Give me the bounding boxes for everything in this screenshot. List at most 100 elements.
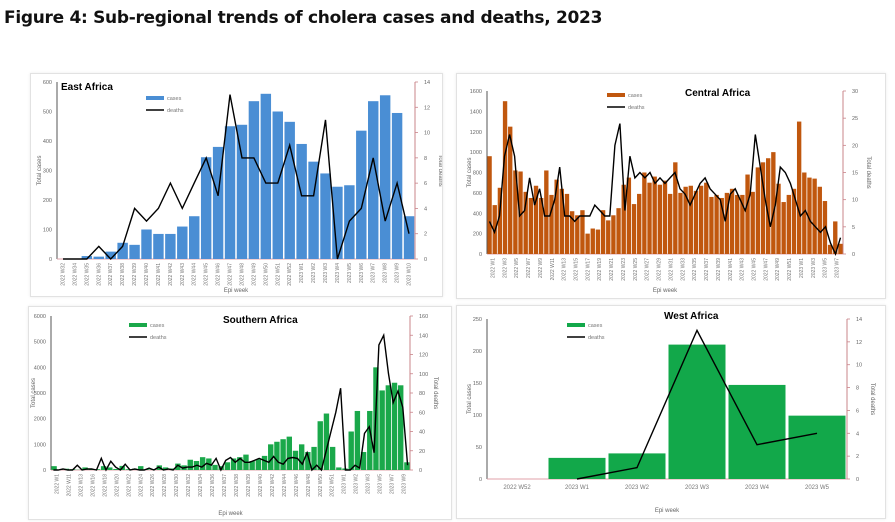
y2-tick-label: 5 [852,225,855,231]
bar-cases [81,256,93,259]
chart-panel-central-africa: 0 200 400 600 800 1000 1200 1400 1600 0 5 10 15 20 25 3… [456,73,886,299]
x-tick-label: 2022 W27 [645,258,651,281]
east-africa-chart: 0 100 200 300 400 500 600 0 2 4 6 8 10 12 14 Total case… [37,80,442,294]
x-tick-label: 2022 W46 [216,263,222,286]
bar-cases [224,462,231,470]
legend-label-cases: cases [588,323,603,329]
y-tick-label: 50 [476,445,482,451]
x-tick-label: 2022 W39 [132,263,138,286]
x-tick-label: 2022 W31 [668,258,674,281]
x-tick-label: 2022 W51 [787,258,793,281]
x-tick-label: 2022 W15 [574,258,580,281]
bar-cases [502,101,508,254]
bar-cases [564,193,570,254]
bar-cases [284,121,295,259]
x-tick-label: 2023 W3 [366,474,372,494]
y2-tick-label: 0 [419,468,422,474]
x-tick-label: 2022 W16 [90,474,96,497]
x-tick-label: 2023 W2 [625,485,650,491]
x-tick-label: 2022 W44 [192,263,198,286]
y-tick-label: 2000 [34,417,46,423]
x-tick-label: 2023 W9 [402,474,408,494]
bar-cases [296,143,307,259]
y-tick-label: 1400 [470,109,482,115]
bar-cases [117,242,128,259]
x-tick-label: 2023 W5 [347,263,353,283]
x-tick-label: 2022 W18 [102,474,108,497]
x-tick-label: 2022 W32 [60,263,66,286]
bar-cases [667,193,673,254]
bar-cases [260,93,272,259]
x-tick-label: 2022 W51 [275,263,281,286]
y-tick-label: 0 [49,257,52,263]
bar-cases [657,184,663,254]
bar-cases [153,233,164,259]
bar-cases [729,188,735,254]
bar-cases [735,194,740,254]
bar-cases [261,455,268,470]
x-tick-label: 2022 W1 [490,258,496,278]
line-deaths [488,123,842,256]
legend-label-deaths: deaths [588,335,605,341]
x-tick-label: 2022 W22 [126,474,132,497]
bar-cases [51,466,57,470]
legend-swatch-cases [146,96,164,100]
x-tick-label: 2022 W41 [156,263,162,286]
bar-cases [606,220,611,254]
x-tick-label: 2022 W49 [775,258,781,281]
x-tick-label: 2022 W52 [287,263,293,286]
bar-cases [379,390,385,470]
bar-cases [548,457,606,479]
bar-cases [280,439,286,470]
bar-cases [698,185,704,254]
bar-cases [230,458,237,470]
bar-cases [528,197,534,254]
bar-cases [175,463,181,470]
y-tick-label: 4000 [34,365,46,371]
bar-cases [807,177,812,254]
bar-cases [788,415,846,479]
bar-cases [398,385,404,470]
x-tick-label: 2023 W1 [799,258,805,278]
bar-cases [616,208,621,254]
x-tick-label: 2022 W32 [186,474,192,497]
y2-axis-title: Total deaths [437,154,442,186]
x-tick-label: 2022 W28 [162,474,168,497]
bar-cases [704,182,709,254]
y2-axis-title: Total deaths [865,156,871,188]
bar-cases [298,444,305,470]
bar-cases [391,382,398,470]
bar-cases [755,167,761,254]
y-tick-label: 6000 [34,314,46,320]
x-tick-label: 2022 W45 [752,258,758,281]
bar-cases [212,146,224,259]
bar-cases [141,229,152,259]
bar-cases [740,194,745,254]
bar-cases [305,452,311,470]
bar-cases [709,196,714,254]
southern-africa-chart: 0 1000 2000 3000 4000 5000 6000 0 20 40 60 80 100 120… [31,314,438,517]
y2-tick-label: 25 [852,116,858,122]
figure-title: Figure 4: Sub-regional trends of cholera… [4,8,603,28]
x-tick-label: 2022 W39 [716,258,722,281]
bar-cases [138,466,144,470]
bar-cases [745,174,750,254]
y2-tick-label: 2 [424,232,427,238]
y2-tick-label: 2 [856,454,859,460]
bar-cases [683,186,688,254]
bar-cases [668,344,726,479]
y-tick-label: 200 [473,232,482,238]
bar-cases [332,186,343,259]
bar-cases [518,171,523,254]
x-tick-label: 2023 W10 [407,263,413,286]
bar-cases [714,194,719,254]
y2-tick-label: 140 [419,333,428,339]
x-tick-label: 2023 W6 [359,263,365,283]
bar-cases [642,172,647,254]
chart-panel-southern-africa: 0 1000 2000 3000 4000 5000 6000 0 20 40 60 80 100 120… [28,306,452,520]
line-deaths [63,94,410,261]
x-tick-label: 2023 W5 [805,485,830,491]
x-tick-label: 2022 W3 [502,258,508,278]
bar-cases [827,244,833,254]
bar-cases [200,157,212,259]
